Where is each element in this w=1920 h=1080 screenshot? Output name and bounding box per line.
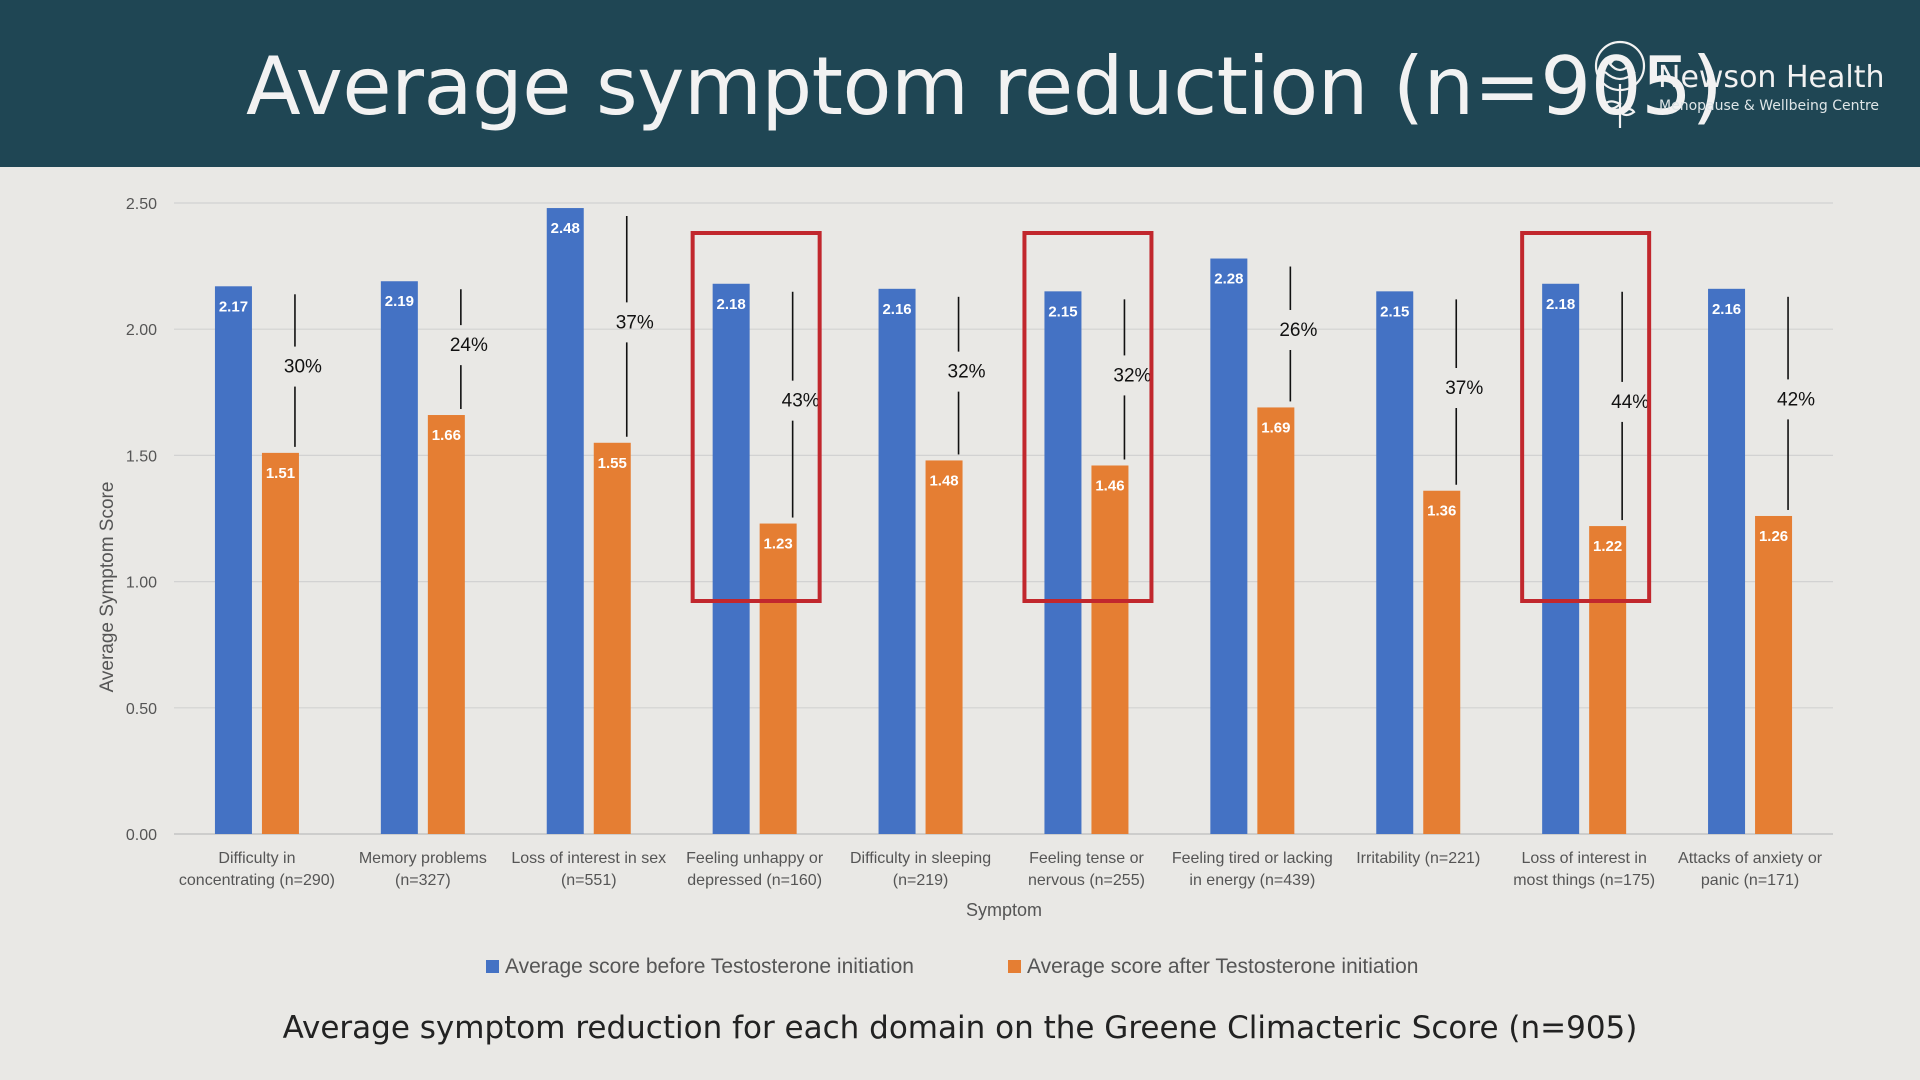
y-axis-label: Average Symptom Score <box>97 482 118 693</box>
x-axis-ticks: Difficulty in concentrating (n=290) Memory… <box>179 850 1823 889</box>
bar-after-label: 1.46 <box>1095 477 1124 494</box>
bar-before-label: 2.15 <box>1048 303 1077 320</box>
y-tick-label: 1.50 <box>126 448 157 465</box>
bar-before <box>214 286 252 834</box>
x-tick-label: Attacks of anxiety or <box>1678 850 1823 867</box>
x-tick-label: Feeling tired or lacking <box>1172 850 1333 867</box>
reduction-label: 43% <box>782 391 820 412</box>
bar-before <box>1210 258 1248 834</box>
bar-after <box>925 460 963 834</box>
reduction-markers: 30% 24% 37% 43% 32% 32% 26% 37% 44% 42% <box>284 216 1815 521</box>
bar-after-label: 1.69 <box>1261 419 1290 436</box>
x-tick-label: (n=551) <box>561 872 617 889</box>
bar-after-label: 1.26 <box>1759 528 1788 545</box>
bar-before-label: 2.17 <box>219 298 248 315</box>
bar-before-label: 2.15 <box>1380 303 1409 320</box>
x-tick-label: (n=219) <box>893 872 949 889</box>
x-tick-label: concentrating (n=290) <box>179 872 335 889</box>
y-tick-label: 0.50 <box>126 701 157 718</box>
x-tick-label: Loss of interest in <box>1521 850 1646 867</box>
bar-chart: 0.00 0.50 1.00 1.50 2.00 2.50 2.17 1.51 2.19 1.6… <box>97 196 1833 978</box>
bar-after <box>1755 515 1793 834</box>
x-tick-label: in energy (n=439) <box>1189 872 1315 889</box>
bar-before <box>1376 291 1414 835</box>
rose-icon <box>1594 40 1646 128</box>
logo-name: Newson Health <box>1658 60 1885 95</box>
bar-before <box>712 283 750 834</box>
x-tick-label: Feeling tense or <box>1029 850 1144 867</box>
bar-before-label: 2.16 <box>1712 301 1741 318</box>
bar-before <box>1542 283 1580 834</box>
x-tick-label: (n=327) <box>395 872 451 889</box>
x-tick-label: most things (n=175) <box>1513 872 1655 889</box>
highlight-boxes <box>690 231 1652 603</box>
x-tick-label: nervous (n=255) <box>1028 872 1145 889</box>
bar-before <box>380 281 418 834</box>
legend: Average score before Testosterone initia… <box>486 955 1418 978</box>
y-tick-label: 2.00 <box>126 322 157 339</box>
reduction-label: 37% <box>1445 378 1483 399</box>
x-tick-label: Memory problems <box>359 850 487 867</box>
x-tick-label: Difficulty in <box>218 850 295 867</box>
reduction-label: 24% <box>450 335 488 356</box>
highlight-box <box>1022 231 1154 603</box>
bar-after <box>1589 526 1627 834</box>
bar-before-label: 2.19 <box>385 293 414 310</box>
x-tick-label: depressed (n=160) <box>687 872 822 889</box>
reduction-label: 26% <box>1279 320 1317 341</box>
bar-after-label: 1.66 <box>432 427 461 444</box>
bar-after-label: 1.48 <box>929 472 958 489</box>
bar-before <box>546 208 584 835</box>
slide-header: Average symptom reduction (n=905) Newson… <box>0 0 1920 167</box>
bar-after-label: 1.23 <box>764 536 793 553</box>
bar-after-label: 1.51 <box>266 465 295 482</box>
bar-before-label: 2.18 <box>1546 296 1575 313</box>
bar-before-label: 2.28 <box>1214 271 1243 288</box>
x-tick-label: Irritability (n=221) <box>1356 850 1480 867</box>
bar-after-label: 1.55 <box>598 455 627 472</box>
slide-caption: Average symptom reduction for each domai… <box>282 1010 1638 1046</box>
bar-after <box>261 452 299 834</box>
newson-health-logo: Newson Health Menopause & Wellbeing Cent… <box>1590 38 1910 133</box>
bar-after <box>427 415 465 834</box>
highlight-box <box>1520 231 1652 603</box>
reduction-label: 32% <box>1113 365 1151 386</box>
reduction-label: 42% <box>1777 389 1815 410</box>
reduction-label: 30% <box>284 357 322 378</box>
slide-title: Average symptom reduction (n=905) <box>246 40 1723 133</box>
bar-after-label: 1.22 <box>1593 538 1622 555</box>
bar-after <box>1257 407 1295 834</box>
bar-after <box>1091 465 1129 834</box>
bars: 2.17 1.51 2.19 1.66 2.48 1.55 2.18 1.23 2.16 1.48… <box>214 208 1793 835</box>
x-axis-label: Symptom <box>966 900 1042 920</box>
x-tick-label: panic (n=171) <box>1701 872 1799 889</box>
bar-after <box>759 523 797 834</box>
reduction-label: 32% <box>948 362 986 383</box>
x-tick-label: Loss of interest in sex <box>511 850 666 867</box>
legend-swatch-after <box>1008 960 1021 973</box>
bar-before-label: 2.16 <box>882 301 911 318</box>
legend-label-before: Average score before Testosterone initia… <box>505 955 914 978</box>
bar-before <box>1708 288 1746 834</box>
bar-before-label: 2.48 <box>551 220 580 237</box>
y-tick-label: 0.00 <box>126 827 157 844</box>
y-tick-label: 1.00 <box>126 575 157 592</box>
highlight-box <box>690 231 822 603</box>
bar-before-label: 2.18 <box>717 296 746 313</box>
y-tick-label: 2.50 <box>126 196 157 213</box>
bar-after <box>593 442 631 834</box>
gridlines <box>174 202 1833 835</box>
logo-tagline: Menopause & Wellbeing Centre <box>1659 98 1880 114</box>
x-tick-label: Feeling unhappy or <box>686 850 824 867</box>
legend-swatch-before <box>486 960 499 973</box>
bar-before <box>1044 291 1082 835</box>
legend-label-after: Average score after Testosterone initiat… <box>1027 955 1418 978</box>
y-axis-ticks: 0.00 0.50 1.00 1.50 2.00 2.50 <box>126 196 157 844</box>
x-tick-label: Difficulty in sleeping <box>850 850 991 867</box>
reduction-label: 37% <box>616 312 654 333</box>
reduction-label: 44% <box>1611 392 1649 413</box>
bar-after <box>1423 490 1461 834</box>
bar-before <box>878 288 916 834</box>
bar-after-label: 1.36 <box>1427 503 1456 520</box>
